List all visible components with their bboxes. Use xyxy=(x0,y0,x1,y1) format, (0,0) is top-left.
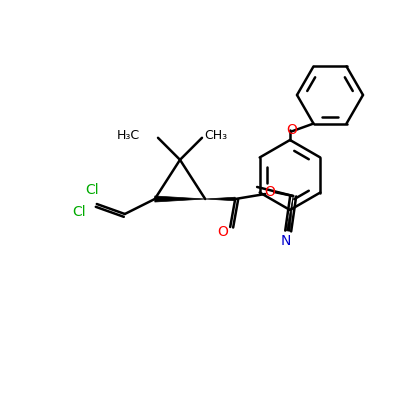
Text: Cl: Cl xyxy=(85,183,99,197)
Polygon shape xyxy=(286,196,293,231)
Text: O: O xyxy=(286,123,298,137)
Polygon shape xyxy=(155,196,205,202)
Text: O: O xyxy=(264,185,275,199)
Text: O: O xyxy=(217,225,228,239)
Polygon shape xyxy=(205,197,235,201)
Text: CH₃: CH₃ xyxy=(204,129,227,142)
Text: N: N xyxy=(281,234,291,248)
Text: Cl: Cl xyxy=(72,205,86,219)
Text: H₃C: H₃C xyxy=(117,129,140,142)
